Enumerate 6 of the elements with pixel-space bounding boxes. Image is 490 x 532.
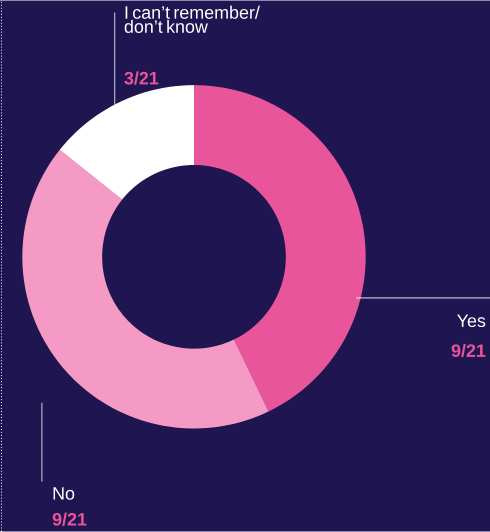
slice-label: I can’t remember/ don’t know [124,6,260,33]
data-label: 9/21 [451,344,486,358]
slice-label: No [53,487,74,500]
data-label: 9/21 [52,512,86,526]
slice-label: Yes [456,314,486,328]
data-label: 3/21 [124,71,158,85]
